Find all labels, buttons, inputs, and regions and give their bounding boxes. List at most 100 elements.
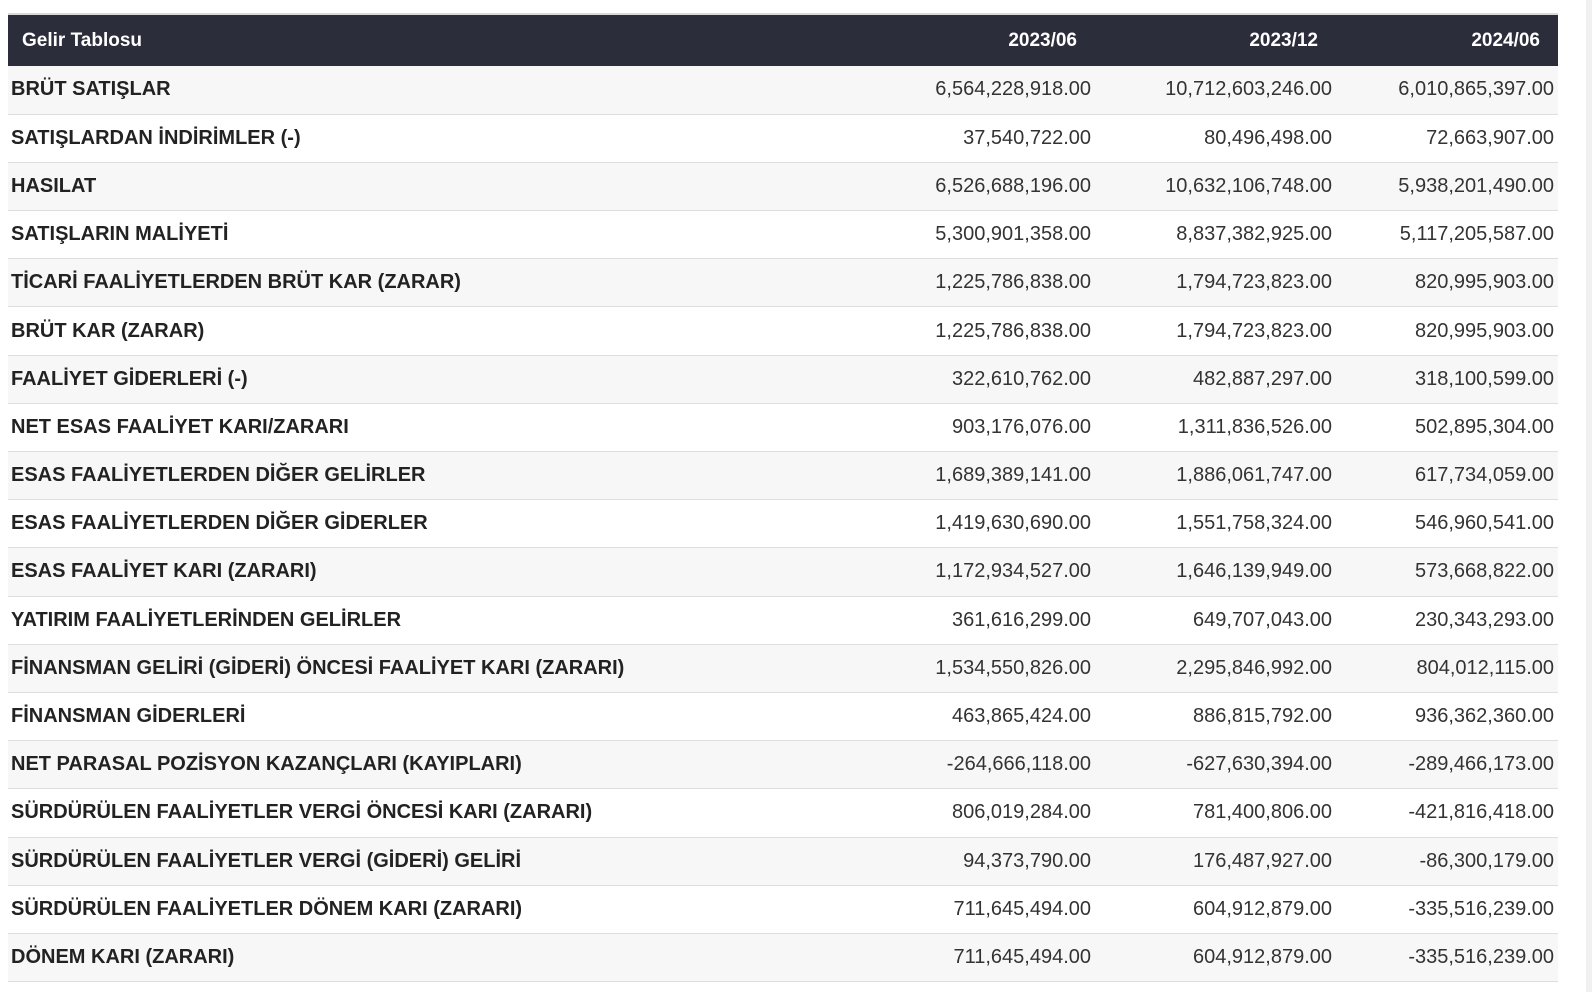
table-row: TİCARİ FAALİYETLERDEN BRÜT KAR (ZARAR) 1,… [8,258,1558,307]
row-value: 546,960,541.00 [1414,512,1554,535]
row-label: ESAS FAALİYETLERDEN DİĞER GİDERLER [11,512,428,535]
row-label: BRÜT SATIŞLAR [11,78,171,101]
row-value: 2,295,846,992.00 [1176,656,1332,679]
table-title-header: Gelir Tablosu [22,29,143,51]
row-value: 886,815,792.00 [1192,705,1332,728]
row-value: 72,663,907.00 [1426,126,1554,149]
row-label: SATIŞLARDAN İNDİRİMLER (-) [11,126,301,149]
row-value: 94,373,790.00 [963,849,1091,872]
row-value: 820,995,903.00 [1414,319,1554,342]
row-label: YATIRIM FAALİYETLERİNDEN GELİRLER [11,608,402,631]
row-label: SATIŞLARIN MALİYETİ [11,223,229,246]
row-label: FİNANSMAN GİDERLERİ [11,705,246,728]
row-value: 1,646,139,949.00 [1176,560,1332,583]
row-value: 230,343,293.00 [1414,608,1554,631]
row-value: 806,019,284.00 [951,801,1091,824]
period-header-2023-12: 2023/12 [1249,29,1318,51]
table-row: SÜRDÜRÜLEN FAALİYETLER DÖNEM KARI (ZARAR… [8,885,1558,934]
row-value: -627,630,394.00 [1186,753,1332,776]
row-value: 711,645,494.00 [953,945,1091,968]
table-body: BRÜT SATIŞLAR 6,564,228,918.00 10,712,603,… [8,66,1558,982]
row-value: 318,100,599.00 [1414,367,1554,390]
table-header-row: Gelir Tablosu 2023/06 2023/12 2024/06 [8,15,1558,66]
row-value: 1,225,786,838.00 [935,319,1091,342]
row-value: 1,225,786,838.00 [935,271,1091,294]
row-value: -289,466,173.00 [1408,753,1554,776]
row-value: 604,912,879.00 [1192,897,1332,920]
row-value: 10,712,603,246.00 [1165,78,1332,101]
row-value: 1,689,389,141.00 [935,464,1091,487]
scrollbar-track[interactable] [1586,0,1592,992]
row-value: 604,912,879.00 [1192,945,1332,968]
row-value: 361,616,299.00 [951,608,1091,631]
row-label: FAALİYET GİDERLERİ (-) [11,367,248,390]
row-value: 820,995,903.00 [1414,271,1554,294]
table-row: HASILAT 6,526,688,196.00 10,632,106,748.00… [8,162,1558,211]
table-row: DÖNEM KARI (ZARARI) 711,645,494.00 604,912… [8,933,1558,982]
row-value: 573,668,822.00 [1414,560,1554,583]
row-label: DÖNEM KARI (ZARARI) [11,945,235,968]
row-value: 1,311,836,526.00 [1177,415,1332,438]
row-label: SÜRDÜRÜLEN FAALİYETLER VERGİ ÖNCESİ KARI… [11,801,593,824]
row-label: HASILAT [11,174,97,197]
table-row: FİNANSMAN GELİRİ (GİDERİ) ÖNCESİ FAALİYE… [8,644,1558,693]
row-value: 936,362,360.00 [1414,705,1554,728]
income-statement-table: Gelir Tablosu 2023/06 2023/12 2024/06 BR… [8,15,1558,982]
table-row: ESAS FAALİYETLERDEN DİĞER GELİRLER 1,689,… [8,451,1558,500]
row-value: 781,400,806.00 [1192,801,1332,824]
row-value: -86,300,179.00 [1419,849,1554,872]
row-label: NET ESAS FAALİYET KARI/ZARARI [11,415,349,438]
row-value: 903,176,076.00 [951,415,1091,438]
row-value: 649,707,043.00 [1192,608,1332,631]
table-row: SATIŞLARIN MALİYETİ 5,300,901,358.00 8,837… [8,210,1558,259]
row-value: 5,938,201,490.00 [1398,174,1554,197]
row-value: 1,794,723,823.00 [1176,271,1332,294]
row-label: NET PARASAL POZİSYON KAZANÇLARI (KAYIPLA… [11,753,522,776]
row-value: 37,540,722.00 [963,126,1091,149]
table-row: FİNANSMAN GİDERLERİ 463,865,424.00 886,815… [8,692,1558,741]
table-row: NET ESAS FAALİYET KARI/ZARARI 903,176,076… [8,403,1558,452]
row-label: TİCARİ FAALİYETLERDEN BRÜT KAR (ZARAR) [11,271,461,294]
row-value: 5,117,205,587.00 [1399,223,1554,246]
row-value: 6,526,688,196.00 [935,174,1091,197]
row-value: 322,610,762.00 [951,367,1091,390]
table-row: ESAS FAALİYET KARI (ZARARI) 1,172,934,527… [8,547,1558,597]
row-label: SÜRDÜRÜLEN FAALİYETLER VERGİ (GİDERİ) GE… [11,849,522,872]
top-divider [8,13,1558,15]
row-value: 5,300,901,358.00 [935,223,1091,246]
row-value: 1,551,758,324.00 [1176,512,1332,535]
row-value: 176,487,927.00 [1192,849,1332,872]
table-row: SÜRDÜRÜLEN FAALİYETLER VERGİ (GİDERİ) GE… [8,837,1558,886]
row-label: ESAS FAALİYET KARI (ZARARI) [11,560,317,583]
row-value: 1,794,723,823.00 [1176,319,1332,342]
row-value: -335,516,239.00 [1408,945,1554,968]
row-value: 1,534,550,826.00 [935,656,1091,679]
row-label: SÜRDÜRÜLEN FAALİYETLER DÖNEM KARI (ZARAR… [11,897,523,920]
row-value: 1,886,061,747.00 [1176,464,1332,487]
row-value: 1,172,934,527.00 [935,560,1091,583]
row-value: 502,895,304.00 [1414,415,1554,438]
row-value: 804,012,115.00 [1416,656,1554,679]
period-header-2024-06: 2024/06 [1471,29,1540,51]
table-row: ESAS FAALİYETLERDEN DİĞER GİDERLER 1,419,… [8,499,1558,548]
row-value: -421,816,418.00 [1408,801,1554,824]
row-value: 80,496,498.00 [1204,126,1332,149]
table-row: BRÜT KAR (ZARAR) 1,225,786,838.00 1,794,72… [8,306,1558,356]
row-label: ESAS FAALİYETLERDEN DİĞER GELİRLER [11,464,426,487]
row-value: 6,564,228,918.00 [935,78,1091,101]
row-value: 463,865,424.00 [951,705,1091,728]
row-value: 6,010,865,397.00 [1398,78,1554,101]
row-label: BRÜT KAR (ZARAR) [11,319,205,342]
row-label: FİNANSMAN GELİRİ (GİDERİ) ÖNCESİ FAALİYE… [11,656,625,679]
table-row: BRÜT SATIŞLAR 6,564,228,918.00 10,712,603,… [8,66,1558,115]
row-value: 10,632,106,748.00 [1165,174,1332,197]
row-value: -264,666,118.00 [946,753,1091,776]
row-value: 1,419,630,690.00 [935,512,1091,535]
row-value: 482,887,297.00 [1192,367,1332,390]
row-value: -335,516,239.00 [1408,897,1554,920]
table-row: FAALİYET GİDERLERİ (-) 322,610,762.00 482,… [8,355,1558,404]
table-row: SÜRDÜRÜLEN FAALİYETLER VERGİ ÖNCESİ KARI… [8,788,1558,837]
table-row: SATIŞLARDAN İNDİRİMLER (-) 37,540,722.00 8… [8,114,1558,163]
period-header-2023-06: 2023/06 [1008,29,1077,51]
